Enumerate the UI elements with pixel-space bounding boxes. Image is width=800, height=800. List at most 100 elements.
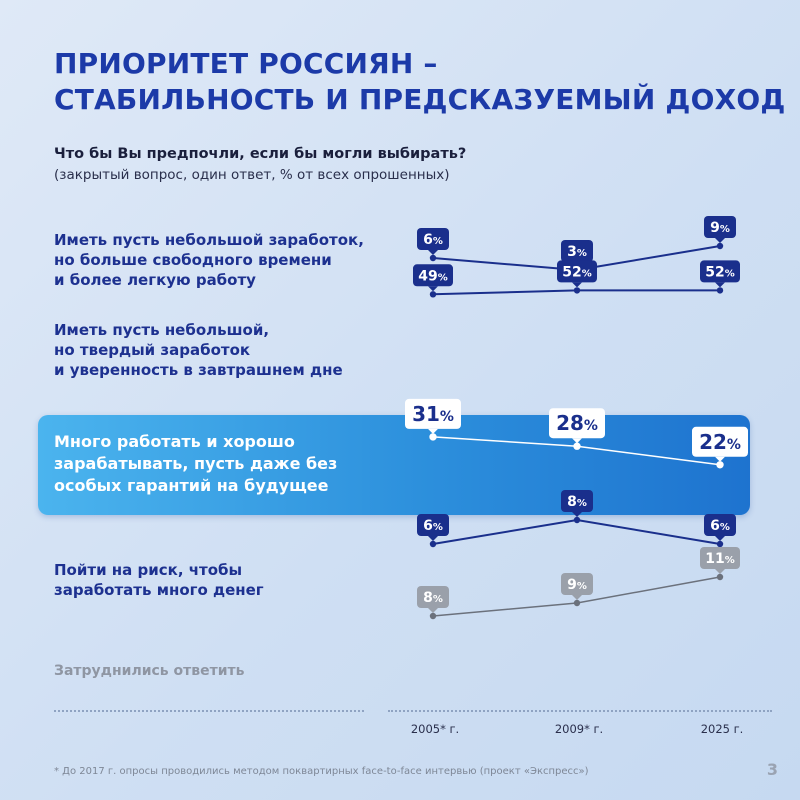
data-label-value: 6 <box>710 518 720 534</box>
data-label-pointer <box>715 536 725 541</box>
data-label-text: 52% <box>705 264 735 280</box>
row-label-line: и уверенность в завтрашнем дне <box>54 361 343 379</box>
x-tick-label: 2025 г. <box>701 722 744 736</box>
row-label-work-hard: Много работать и хорошо зарабатывать, пу… <box>54 431 384 497</box>
data-label-unit: % <box>725 555 735 566</box>
data-label-unit: % <box>584 418 598 434</box>
row-label-risk: Пойти на риск, чтобы заработать много де… <box>54 560 384 600</box>
data-label-value: 9 <box>710 220 720 236</box>
x-tick-label: 2005* г. <box>411 722 459 736</box>
data-label-pointer <box>428 286 438 292</box>
row-label-line: Пойти на риск, чтобы <box>54 561 243 579</box>
data-label-unit: % <box>440 409 454 425</box>
row-label-line: заработать много денег <box>54 581 264 599</box>
data-label-unit: % <box>577 498 587 509</box>
data-label: 9% <box>561 573 593 600</box>
survey-note: (закрытый вопрос, один ответ, % от всех … <box>54 167 450 183</box>
row-label-line: но твердый заработок <box>54 341 251 359</box>
data-label: 9% <box>704 216 736 243</box>
data-label-badge <box>413 264 453 287</box>
data-point <box>429 254 437 262</box>
data-label-value: 52 <box>562 264 581 280</box>
data-label-text: 11% <box>705 551 735 567</box>
footnote: * До 2017 г. опросы проводились методом … <box>54 766 589 777</box>
data-label-pointer <box>572 512 582 517</box>
data-label-unit: % <box>433 522 443 533</box>
data-label-badge <box>700 547 740 569</box>
survey-question: Что бы Вы предпочли, если бы могли выбир… <box>54 146 467 162</box>
data-label: 6% <box>417 514 449 541</box>
data-label-unit: % <box>577 248 587 259</box>
data-label-unit: % <box>720 224 730 235</box>
row-label-hard-to-answer: Затруднились ответить <box>54 661 384 681</box>
data-label-text: 52% <box>562 264 592 280</box>
data-label: 49% <box>413 264 453 292</box>
row-label-free-time: Иметь пусть небольшой заработок, но боль… <box>54 230 384 290</box>
data-label-badge <box>417 586 449 608</box>
row-label-line: но больше свободного времени <box>54 251 332 269</box>
data-label-value: 3 <box>567 244 577 260</box>
data-label: 8% <box>561 490 593 517</box>
data-label-pointer <box>715 569 725 574</box>
data-point <box>716 573 724 581</box>
data-label-pointer <box>572 282 582 288</box>
data-label-text: 31% <box>412 402 454 426</box>
data-label-text: 3% <box>567 244 587 260</box>
data-point <box>573 599 581 607</box>
row-label-line: и более легкую работу <box>54 271 256 289</box>
data-label-unit: % <box>433 236 443 247</box>
row-label-line: особых гарантий на будущее <box>54 476 329 495</box>
data-label-pointer <box>428 536 438 541</box>
series-line <box>432 518 721 545</box>
row-label-line: Много работать и хорошо <box>54 432 295 451</box>
data-label-pointer <box>715 238 725 243</box>
data-point <box>716 287 724 294</box>
data-label-text: 6% <box>710 518 730 534</box>
data-label-badge <box>405 398 461 429</box>
data-point <box>716 540 724 548</box>
data-label-pointer <box>715 456 725 462</box>
row-label-line: Затруднились ответить <box>54 663 245 679</box>
data-label: 52% <box>557 260 597 288</box>
data-label-badge <box>704 514 736 536</box>
data-label-value: 22 <box>699 430 727 454</box>
data-label-text: 9% <box>567 577 587 593</box>
data-label-unit: % <box>725 268 735 279</box>
data-label-unit: % <box>433 594 443 605</box>
data-label-badge <box>561 240 593 262</box>
data-point <box>573 287 581 294</box>
data-label-value: 28 <box>556 411 584 435</box>
data-label-value: 9 <box>567 577 577 593</box>
page-title: ПРИОРИТЕТ РОССИЯН – СТАБИЛЬНОСТЬ И ПРЕДС… <box>54 46 786 118</box>
data-label-unit: % <box>720 522 730 533</box>
page-number: 3 <box>766 760 778 779</box>
highlight-band <box>38 415 750 515</box>
data-label-pointer <box>572 595 582 600</box>
data-label-text: 9% <box>710 220 730 236</box>
data-point <box>429 433 437 441</box>
data-point <box>716 461 724 469</box>
data-label-badge <box>557 260 597 283</box>
data-label: 28% <box>549 408 605 444</box>
data-label-value: 8 <box>423 590 433 606</box>
data-label-pointer <box>428 250 438 255</box>
data-label: 11% <box>700 547 740 574</box>
data-point <box>429 291 437 298</box>
data-label-pointer <box>715 282 725 288</box>
row-label-line: зарабатывать, пусть даже без <box>54 454 338 473</box>
data-label-pointer <box>572 438 582 444</box>
title-line-1: ПРИОРИТЕТ РОССИЯН – <box>54 47 438 80</box>
data-point <box>429 540 437 548</box>
data-label: 52% <box>700 260 740 288</box>
data-label-badge <box>561 490 593 512</box>
data-label-value: 8 <box>567 494 577 510</box>
data-label: 31% <box>405 398 461 434</box>
data-label: 6% <box>417 228 449 255</box>
data-label-text: 8% <box>567 494 587 510</box>
data-label-unit: % <box>438 272 448 283</box>
data-label: 8% <box>417 586 449 613</box>
data-label-text: 6% <box>423 518 443 534</box>
data-label-value: 52 <box>705 264 724 280</box>
axis-divider-left <box>54 710 364 712</box>
